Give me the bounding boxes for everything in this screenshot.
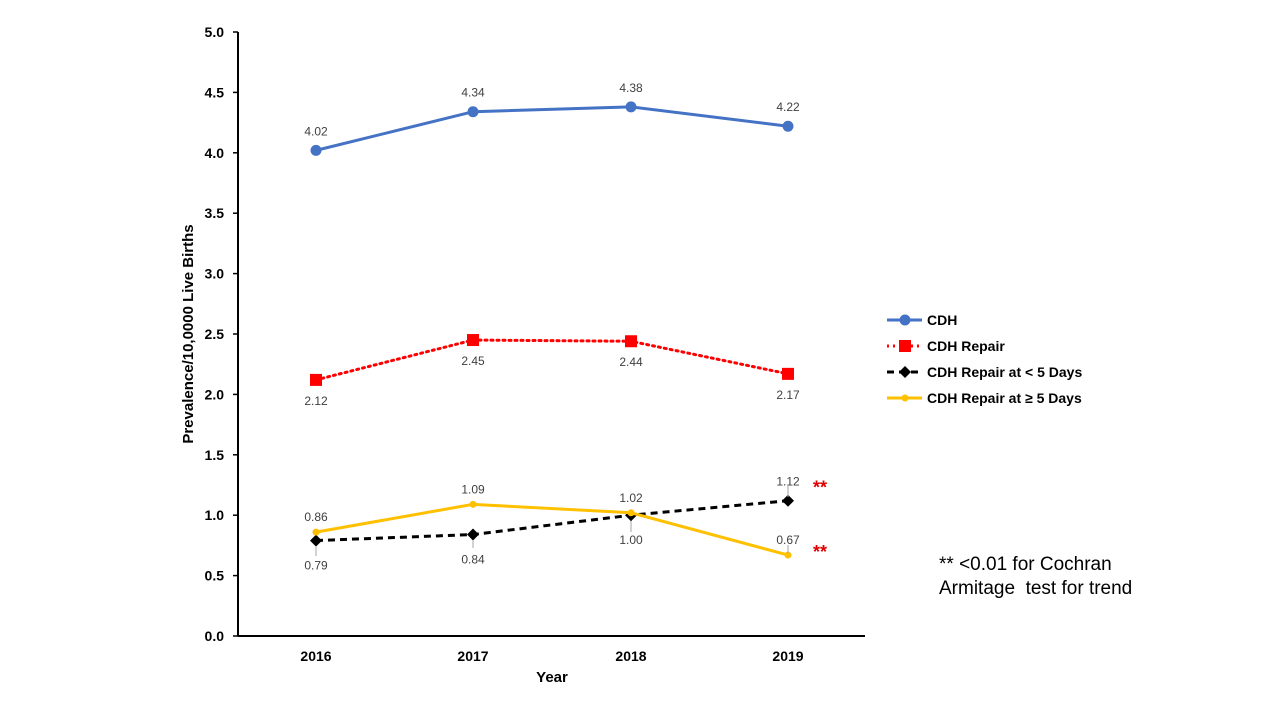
data-point-marker xyxy=(899,366,911,378)
y-tick-label: 0.0 xyxy=(205,628,225,644)
data-label: 4.02 xyxy=(304,124,328,138)
data-label: 4.38 xyxy=(619,81,643,95)
y-tick-label: 4.0 xyxy=(205,145,225,161)
significance-footnote: ** <0.01 for Cochran Armitage test for t… xyxy=(939,554,1132,599)
data-label: 0.84 xyxy=(461,553,485,567)
series-0 xyxy=(310,101,794,156)
data-point-marker xyxy=(899,314,911,326)
series-line xyxy=(315,499,789,543)
data-label: 0.86 xyxy=(304,510,328,524)
y-tick-label: 5.0 xyxy=(205,24,225,40)
data-point-marker xyxy=(312,528,320,536)
legend-item: CDH xyxy=(887,312,957,328)
x-tick-label: 2017 xyxy=(457,648,488,664)
data-point-marker xyxy=(782,494,794,507)
data-label: 2.17 xyxy=(776,388,800,402)
legend-item: CDH Repair xyxy=(887,338,1005,354)
data-label: 0.67 xyxy=(776,533,800,547)
data-label: 1.12 xyxy=(776,475,800,489)
data-label: 1.02 xyxy=(619,491,643,505)
legend-item: CDH Repair at ≥ 5 Days xyxy=(887,390,1082,406)
series-line xyxy=(314,338,790,382)
series-3 xyxy=(312,500,792,559)
series-layer xyxy=(310,101,794,559)
data-label: 0.79 xyxy=(304,559,328,573)
y-tick-label: 2.0 xyxy=(205,386,225,402)
legend-label: CDH Repair at < 5 Days xyxy=(927,364,1082,380)
y-tick-label: 3.5 xyxy=(205,205,225,221)
x-axis-title: Year xyxy=(536,669,568,686)
data-point-marker xyxy=(899,340,911,352)
chart-axes: 0.0 0.5 1.0 1.5 2.0 2.5 3.0 3.5 4.0 4.5 5.0 2016 201… xyxy=(205,24,865,664)
y-tick-label: 1.5 xyxy=(205,447,225,463)
data-label: 1.00 xyxy=(619,533,643,547)
data-label: 1.09 xyxy=(461,482,485,496)
data-label: 4.34 xyxy=(461,86,485,100)
data-label: 2.12 xyxy=(304,394,328,408)
footnote-line-1: ** <0.01 for Cochran xyxy=(939,554,1112,575)
series-1 xyxy=(310,334,794,386)
data-point-marker xyxy=(467,528,479,541)
x-tick-label: 2019 xyxy=(772,648,803,664)
y-tick-label: 0.5 xyxy=(205,568,225,584)
data-label: 4.22 xyxy=(776,100,800,114)
data-point-marker xyxy=(625,101,637,113)
data-point-marker xyxy=(467,334,479,347)
data-point-marker xyxy=(310,373,322,386)
x-tick-label: 2016 xyxy=(300,648,331,664)
data-point-marker xyxy=(467,106,479,118)
significance-marker: ** xyxy=(813,542,827,562)
data-point-marker xyxy=(901,394,909,402)
data-point-marker xyxy=(782,120,794,132)
data-point-marker xyxy=(310,534,322,547)
y-tick-label: 1.0 xyxy=(205,507,225,523)
series-line xyxy=(315,502,789,557)
legend-item: CDH Repair at < 5 Days xyxy=(887,364,1082,380)
data-point-marker xyxy=(782,367,794,380)
data-label: 2.45 xyxy=(461,354,485,368)
y-tick-label: 4.5 xyxy=(205,84,225,100)
y-tick-label: 3.0 xyxy=(205,266,225,282)
legend-label: CDH xyxy=(927,312,957,328)
data-point-marker xyxy=(310,144,322,156)
data-point-marker xyxy=(627,509,635,517)
legend-label: CDH Repair at ≥ 5 Days xyxy=(927,390,1082,406)
significance-marker: ** xyxy=(813,478,827,498)
data-point-marker xyxy=(469,500,477,508)
data-point-marker xyxy=(784,551,792,559)
legend: CDH CDH Repair CDH Repair at < 5 Days CDH R… xyxy=(887,312,1082,406)
series-line xyxy=(315,105,789,152)
y-axis-title: Prevalence/10,0000 Live Births xyxy=(180,224,197,443)
legend-label: CDH Repair xyxy=(927,338,1005,354)
series-2 xyxy=(310,494,794,547)
footnote-line-2: Armitage test for trend xyxy=(939,578,1132,599)
y-tick-label: 2.5 xyxy=(205,326,225,342)
data-labels-layer: 4.02 4.34 4.38 4.22 2.12 2.45 2.44 2.17 0.79 0.84… xyxy=(304,81,827,573)
data-label: 2.44 xyxy=(619,355,643,369)
x-tick-label: 2018 xyxy=(615,648,646,664)
data-point-marker xyxy=(625,335,637,348)
